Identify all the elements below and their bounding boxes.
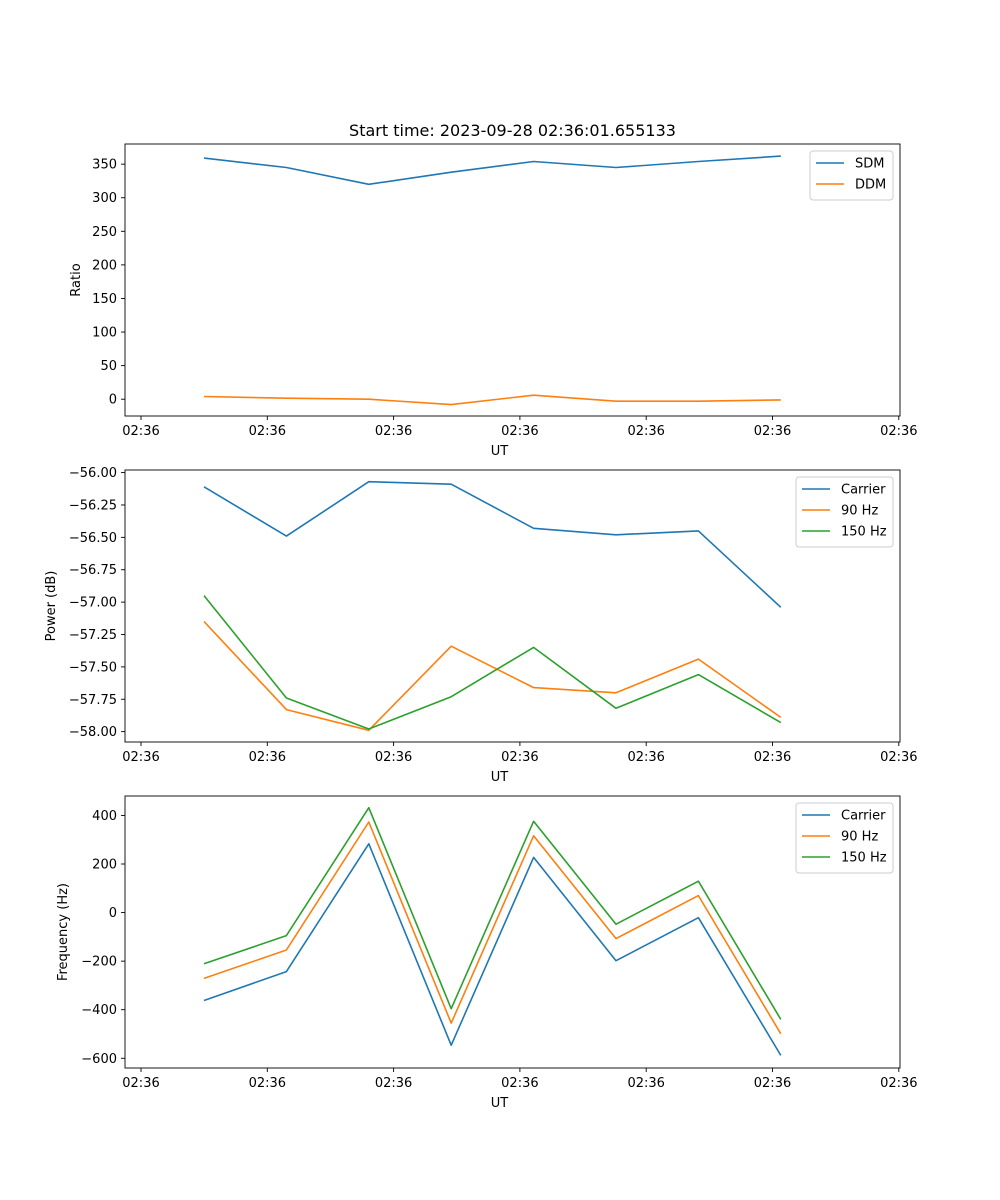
x-tick-label: 02:36 <box>627 750 664 765</box>
plot-area-frame <box>124 143 901 417</box>
x-tick-label: 02:36 <box>880 424 917 439</box>
series-line-150-hz <box>203 595 782 730</box>
y-tick-label: −56.25 <box>69 498 117 513</box>
x-tick-label: 02:36 <box>122 1076 159 1091</box>
y-tick-label: 300 <box>92 191 117 206</box>
legend-label: Carrier <box>841 809 886 824</box>
figure-title: Start time: 2023-09-28 02:36:01.655133 <box>349 121 676 140</box>
y-tick-label: −57.75 <box>69 693 117 708</box>
chart-panel-2: 02:3602:3602:3602:3602:3602:3602:3602:37… <box>44 466 918 785</box>
legend-label: 90 Hz <box>841 504 878 519</box>
x-tick-label: 02:36 <box>249 750 286 765</box>
y-tick-label: −600 <box>81 1052 117 1067</box>
series-line-carrier <box>203 842 782 1056</box>
series-line-90-hz <box>203 821 782 1035</box>
x-tick-label: 02:36 <box>880 1076 917 1091</box>
plot-area-frame <box>124 795 901 1069</box>
x-tick-label: 02:36 <box>627 424 664 439</box>
y-tick-label: −400 <box>81 1003 117 1018</box>
legend-label: 150 Hz <box>841 851 887 866</box>
x-axis-label: UT <box>491 1096 509 1111</box>
x-tick-label: 02:36 <box>754 1076 791 1091</box>
x-tick-label: 02:36 <box>501 1076 538 1091</box>
y-tick-label: 0 <box>109 393 117 408</box>
y-tick-label: −58.00 <box>69 725 117 740</box>
legend-box <box>795 476 894 548</box>
series-line-90-hz <box>203 620 782 732</box>
legend-label: DDM <box>855 178 886 193</box>
x-tick-label: 02:36 <box>754 424 791 439</box>
series-line-ddm <box>203 394 781 406</box>
y-tick-label: 400 <box>92 809 117 824</box>
plot-area-frame <box>124 469 901 743</box>
x-tick-label: 02:36 <box>375 750 412 765</box>
series-line-sdm <box>203 155 781 186</box>
x-tick-label: 02:36 <box>375 1076 412 1091</box>
legend-label: Carrier <box>841 483 886 498</box>
y-tick-label: 350 <box>92 158 117 173</box>
x-tick-label: 02:36 <box>375 424 412 439</box>
legend-label: SDM <box>855 157 884 172</box>
y-tick-label: 150 <box>92 292 117 307</box>
series-line-150-hz <box>203 806 782 1020</box>
series-line-carrier <box>203 480 782 608</box>
y-tick-label: 100 <box>92 326 117 341</box>
x-tick-label: 02:36 <box>501 424 538 439</box>
x-tick-label: 02:36 <box>880 750 917 765</box>
y-tick-label: −200 <box>81 955 117 970</box>
x-tick-label: 02:36 <box>627 1076 664 1091</box>
x-tick-label: 02:36 <box>501 750 538 765</box>
chart-panel-1: 02:3602:3602:3602:3602:3602:3602:3602:37… <box>69 143 918 459</box>
chart-panel-3: 02:3602:3602:3602:3602:3602:3602:3602:37… <box>56 795 918 1111</box>
x-tick-label: 02:36 <box>122 424 159 439</box>
y-tick-label: 200 <box>92 858 117 873</box>
y-tick-label: −57.25 <box>69 628 117 643</box>
y-tick-label: 0 <box>109 906 117 921</box>
y-axis-label: Ratio <box>69 263 84 296</box>
y-axis-label: Power (dB) <box>44 571 59 642</box>
x-tick-label: 02:36 <box>754 750 791 765</box>
x-axis-label: UT <box>491 444 509 459</box>
legend-label: 150 Hz <box>841 525 887 540</box>
y-tick-label: −56.75 <box>69 563 117 578</box>
y-axis-label: Frequency (Hz) <box>56 883 71 981</box>
x-axis-label: UT <box>491 770 509 785</box>
y-tick-label: 250 <box>92 225 117 240</box>
y-tick-label: −57.00 <box>69 596 117 611</box>
legend-label: 90 Hz <box>841 830 878 845</box>
x-tick-label: 02:36 <box>249 424 286 439</box>
y-tick-label: 200 <box>92 258 117 273</box>
y-tick-label: −56.00 <box>69 466 117 481</box>
legend-box <box>795 802 894 874</box>
x-tick-label: 02:36 <box>249 1076 286 1091</box>
x-tick-label: 02:36 <box>122 750 159 765</box>
y-tick-label: −56.50 <box>69 531 117 546</box>
y-tick-label: −57.50 <box>69 660 117 675</box>
y-tick-label: 50 <box>100 359 117 374</box>
